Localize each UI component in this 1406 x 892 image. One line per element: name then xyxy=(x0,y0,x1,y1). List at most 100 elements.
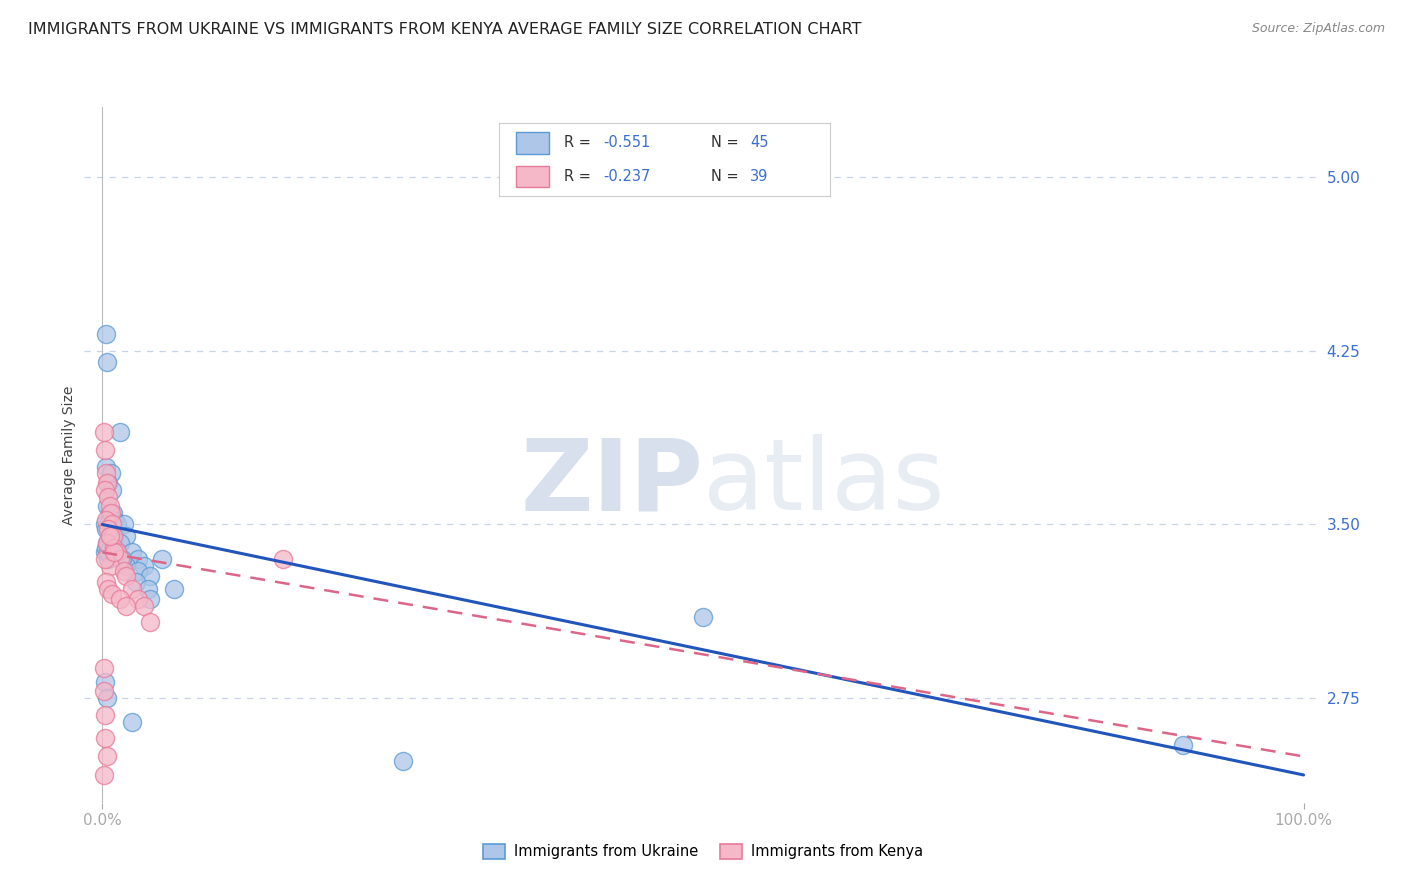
Point xyxy=(152,552,174,566)
Point xyxy=(112,517,135,532)
Point xyxy=(115,559,138,574)
Point xyxy=(97,582,120,597)
Point xyxy=(105,545,128,559)
Y-axis label: Average Family Size: Average Family Size xyxy=(62,385,76,524)
Point xyxy=(97,490,120,504)
Point xyxy=(121,545,143,559)
Point xyxy=(94,522,117,536)
Point xyxy=(692,610,714,624)
Point xyxy=(110,536,132,550)
Point xyxy=(101,483,124,497)
Point xyxy=(98,529,121,543)
Point xyxy=(96,536,118,550)
Point xyxy=(101,587,124,601)
Text: R =: R = xyxy=(564,169,595,184)
Point xyxy=(105,517,128,532)
Point xyxy=(94,552,117,566)
Point xyxy=(134,559,156,574)
Point xyxy=(94,513,117,527)
Point xyxy=(96,536,118,550)
Point xyxy=(94,443,117,458)
Text: Source: ZipAtlas.com: Source: ZipAtlas.com xyxy=(1251,22,1385,36)
Point xyxy=(96,475,118,490)
Point xyxy=(139,568,162,582)
Point xyxy=(93,661,115,675)
Point xyxy=(103,541,125,555)
Point xyxy=(103,529,125,543)
Point xyxy=(139,591,162,606)
Point xyxy=(94,731,117,745)
Point xyxy=(134,599,156,613)
Point xyxy=(96,691,118,706)
Point xyxy=(100,467,122,481)
Point xyxy=(103,529,125,543)
Bar xyxy=(516,132,548,153)
Text: R =: R = xyxy=(564,136,595,151)
Point xyxy=(96,355,118,369)
Point xyxy=(121,714,143,729)
Point xyxy=(103,513,125,527)
Text: atlas: atlas xyxy=(703,434,945,532)
Point xyxy=(94,483,117,497)
Point xyxy=(93,425,115,439)
Point xyxy=(98,529,121,543)
Point xyxy=(94,541,117,555)
Point xyxy=(105,545,128,559)
Text: IMMIGRANTS FROM UKRAINE VS IMMIGRANTS FROM KENYA AVERAGE FAMILY SIZE CORRELATION: IMMIGRANTS FROM UKRAINE VS IMMIGRANTS FR… xyxy=(28,22,862,37)
Point xyxy=(332,838,354,852)
Point xyxy=(96,499,118,513)
Point xyxy=(127,591,149,606)
Point xyxy=(112,564,135,578)
Point xyxy=(103,506,125,520)
Text: N =: N = xyxy=(710,136,742,151)
Point xyxy=(94,517,117,532)
Point xyxy=(101,536,124,550)
Bar xyxy=(516,166,548,187)
Point xyxy=(94,675,117,690)
Point xyxy=(98,499,121,513)
Text: 45: 45 xyxy=(751,136,769,151)
Point xyxy=(121,582,143,597)
Text: -0.237: -0.237 xyxy=(603,169,651,184)
Point xyxy=(101,517,124,532)
Point xyxy=(94,467,117,481)
Point xyxy=(97,552,120,566)
Text: N =: N = xyxy=(710,169,742,184)
Point xyxy=(139,615,162,629)
Point xyxy=(94,327,117,342)
Point xyxy=(1173,738,1195,752)
Point xyxy=(97,475,120,490)
Point xyxy=(96,749,118,764)
Point xyxy=(94,707,117,722)
Point xyxy=(94,459,117,474)
Point xyxy=(125,575,148,590)
Point xyxy=(271,552,294,566)
Point xyxy=(110,591,132,606)
Legend: Immigrants from Ukraine, Immigrants from Kenya: Immigrants from Ukraine, Immigrants from… xyxy=(478,838,928,865)
Point xyxy=(136,582,159,597)
Point xyxy=(97,517,120,532)
Point xyxy=(100,506,122,520)
Point xyxy=(127,564,149,578)
Point xyxy=(115,568,138,582)
Point xyxy=(115,599,138,613)
Point xyxy=(97,545,120,559)
Text: ZIP: ZIP xyxy=(520,434,703,532)
Point xyxy=(127,552,149,566)
Point xyxy=(98,559,121,574)
Point xyxy=(94,545,117,559)
Point xyxy=(391,754,413,768)
Point xyxy=(103,545,125,559)
Point xyxy=(163,582,186,597)
Point xyxy=(94,575,117,590)
Point xyxy=(93,768,115,782)
Text: 39: 39 xyxy=(751,169,769,184)
Point xyxy=(110,425,132,439)
Point xyxy=(115,529,138,543)
Point xyxy=(93,684,115,698)
Point xyxy=(110,552,132,566)
Point xyxy=(97,522,120,536)
Point xyxy=(110,552,132,566)
Text: -0.551: -0.551 xyxy=(603,136,651,151)
Point xyxy=(98,506,121,520)
